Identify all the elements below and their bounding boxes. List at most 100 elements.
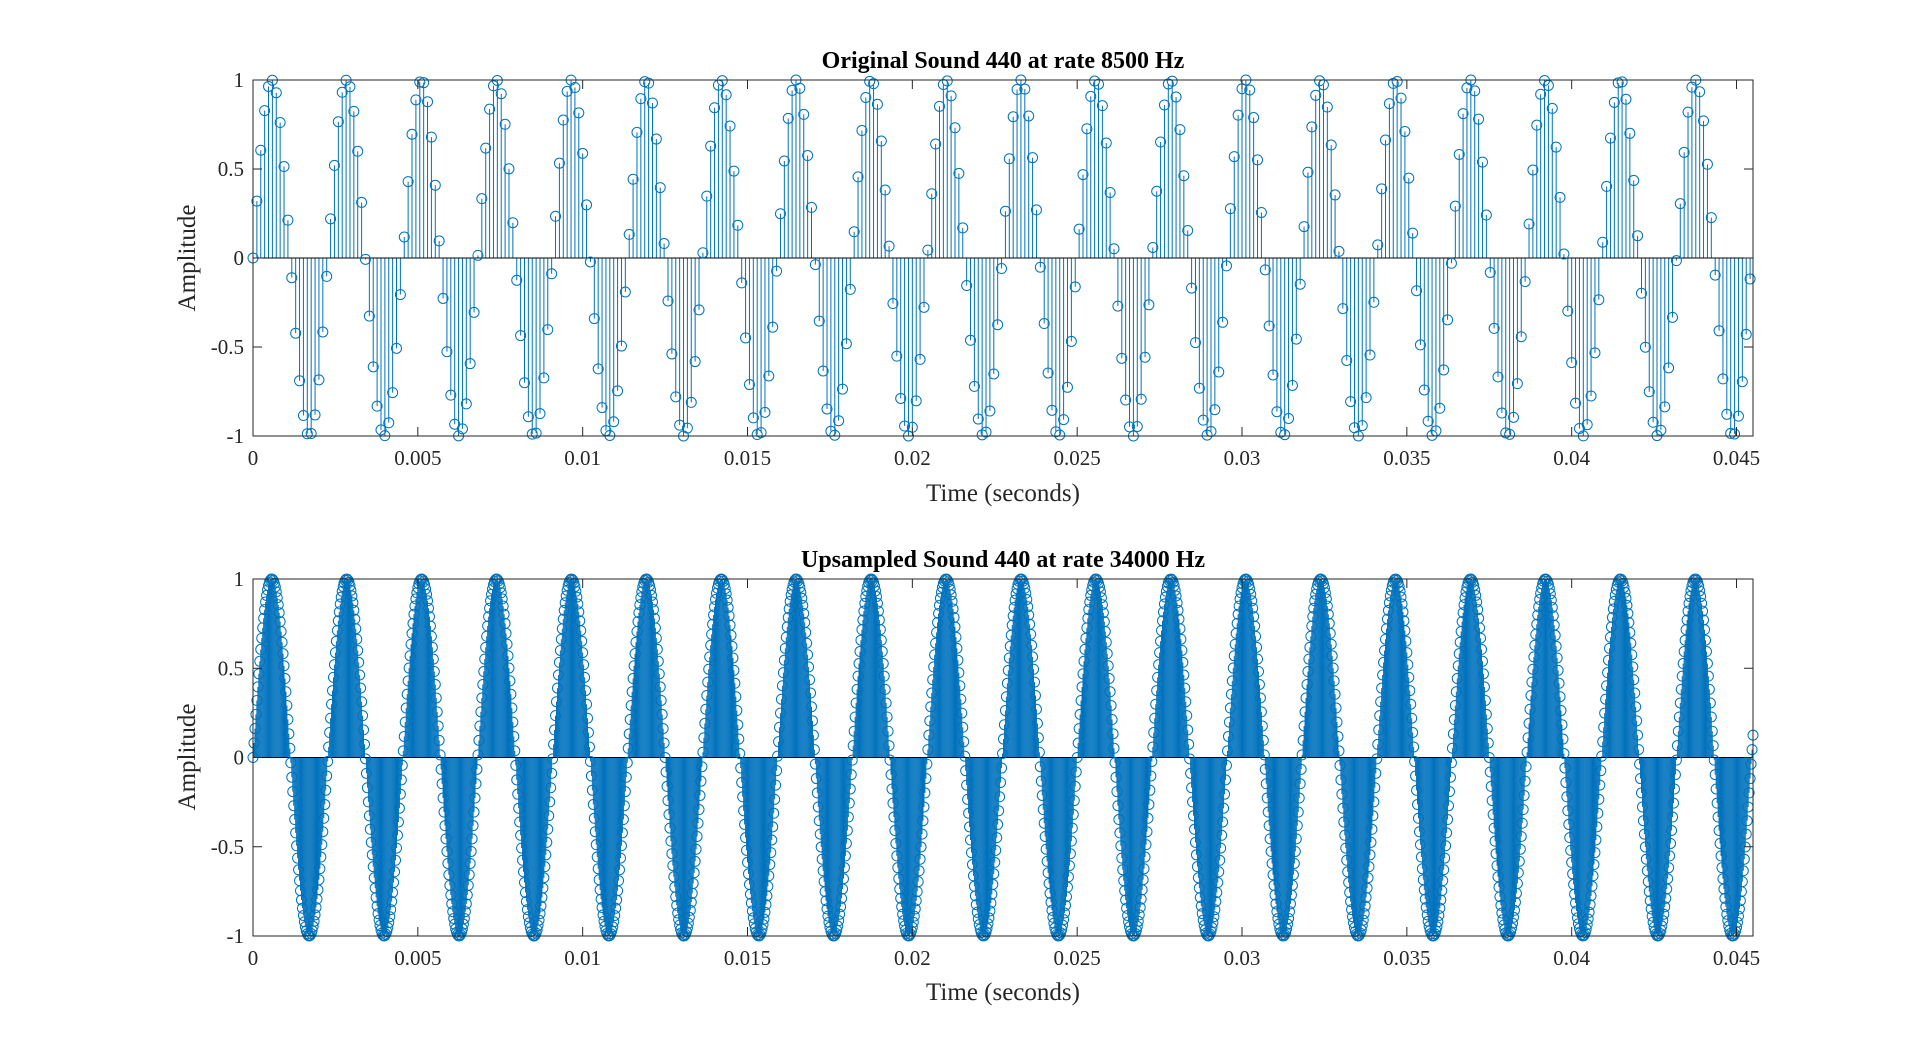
stem-marker <box>656 708 668 720</box>
stem-marker <box>859 597 871 609</box>
stem-marker <box>635 592 647 604</box>
stem-marker <box>1081 123 1093 135</box>
stem-marker <box>597 909 609 921</box>
stem-marker <box>1347 911 1359 923</box>
stem-marker <box>329 647 341 659</box>
stem-marker <box>1547 610 1559 622</box>
stem-marker <box>1004 640 1016 652</box>
stem-marker <box>1630 701 1642 713</box>
stem-marker <box>1410 770 1422 782</box>
stem-marker <box>612 385 624 397</box>
stem-marker <box>595 893 607 905</box>
stem-marker <box>460 398 472 410</box>
stem-marker <box>1099 626 1111 638</box>
stem-marker <box>1453 148 1465 160</box>
stem-marker <box>301 428 313 440</box>
stem-marker <box>1520 761 1532 773</box>
stem-marker <box>1252 154 1264 166</box>
stem-marker <box>1221 745 1233 757</box>
stem-marker <box>476 692 488 704</box>
stem-marker <box>1624 626 1636 638</box>
stem-marker <box>500 627 512 639</box>
stem-marker <box>954 680 966 692</box>
stem-marker <box>1546 102 1558 114</box>
stem-marker <box>778 155 790 167</box>
stem-marker <box>1378 656 1390 668</box>
stem-marker <box>844 783 856 795</box>
stem-marker <box>1284 898 1296 910</box>
stem-marker <box>1550 141 1562 153</box>
stem-marker <box>313 874 325 886</box>
stem-marker <box>721 594 733 606</box>
stem-marker <box>448 912 460 924</box>
stem-marker <box>1511 378 1523 390</box>
stem-marker <box>1035 775 1047 787</box>
stem-marker <box>1023 609 1035 621</box>
stem-marker <box>409 600 421 612</box>
stem-marker <box>616 827 628 839</box>
stem-marker <box>1186 282 1198 294</box>
stem-marker <box>323 741 335 753</box>
stem-marker <box>988 368 1000 380</box>
stem-marker <box>515 330 527 342</box>
stem-marker <box>803 661 815 673</box>
stem-marker <box>849 711 861 723</box>
x-tick-label: 0.035 <box>1383 946 1430 970</box>
stem-marker <box>1738 853 1750 865</box>
stem-marker <box>385 904 397 916</box>
stem-marker <box>485 595 497 607</box>
stem-marker <box>842 811 854 823</box>
stem-marker <box>1117 864 1129 876</box>
stem-marker <box>794 581 806 593</box>
stem-marker <box>1597 736 1609 748</box>
stem-marker <box>1293 792 1305 804</box>
stem-marker <box>1608 96 1620 108</box>
stem-marker <box>1674 697 1686 709</box>
stem-marker <box>810 773 822 785</box>
stem-marker <box>594 884 606 896</box>
stem-marker <box>1335 774 1347 786</box>
stem-marker <box>1038 318 1050 330</box>
stem-marker <box>460 898 472 910</box>
stem-marker <box>1104 686 1116 698</box>
stem-marker <box>1458 599 1470 611</box>
stem-marker <box>1302 166 1314 178</box>
stem-marker <box>1718 883 1730 895</box>
stem-marker <box>325 213 337 225</box>
stem-marker <box>1716 862 1728 874</box>
stem-marker <box>1067 809 1079 821</box>
stem-marker <box>733 733 745 745</box>
stem-marker <box>615 340 627 352</box>
stem-marker <box>1400 635 1412 647</box>
stem-marker <box>509 745 521 757</box>
stem-marker <box>1448 714 1460 726</box>
stem-marker <box>1344 886 1356 898</box>
stem-marker <box>924 715 936 727</box>
stem-marker <box>1069 281 1081 293</box>
stem-marker <box>1511 877 1523 889</box>
y-axis-label: Amplitude <box>174 704 201 811</box>
stem-marker <box>1729 428 1741 440</box>
stem-marker <box>1217 816 1229 828</box>
stem-marker <box>482 620 494 632</box>
stem-marker <box>396 759 408 771</box>
stem-marker <box>1383 98 1395 110</box>
stem-marker <box>695 775 707 787</box>
stem-marker <box>912 876 924 888</box>
stem-marker <box>1603 642 1615 654</box>
stem-marker <box>874 624 886 636</box>
stem-marker <box>399 716 411 728</box>
stem-marker <box>1519 775 1531 787</box>
stem-marker <box>1155 136 1167 148</box>
stem-marker <box>672 907 684 919</box>
stem-marker <box>1175 633 1187 645</box>
stem-marker <box>1701 158 1713 170</box>
stem-marker <box>1431 921 1443 933</box>
stem-marker <box>1565 844 1577 856</box>
stem-marker <box>402 176 414 188</box>
stem-marker <box>627 173 639 185</box>
stem-marker <box>999 205 1011 217</box>
stem-marker <box>503 662 515 674</box>
stem-marker <box>351 633 363 645</box>
